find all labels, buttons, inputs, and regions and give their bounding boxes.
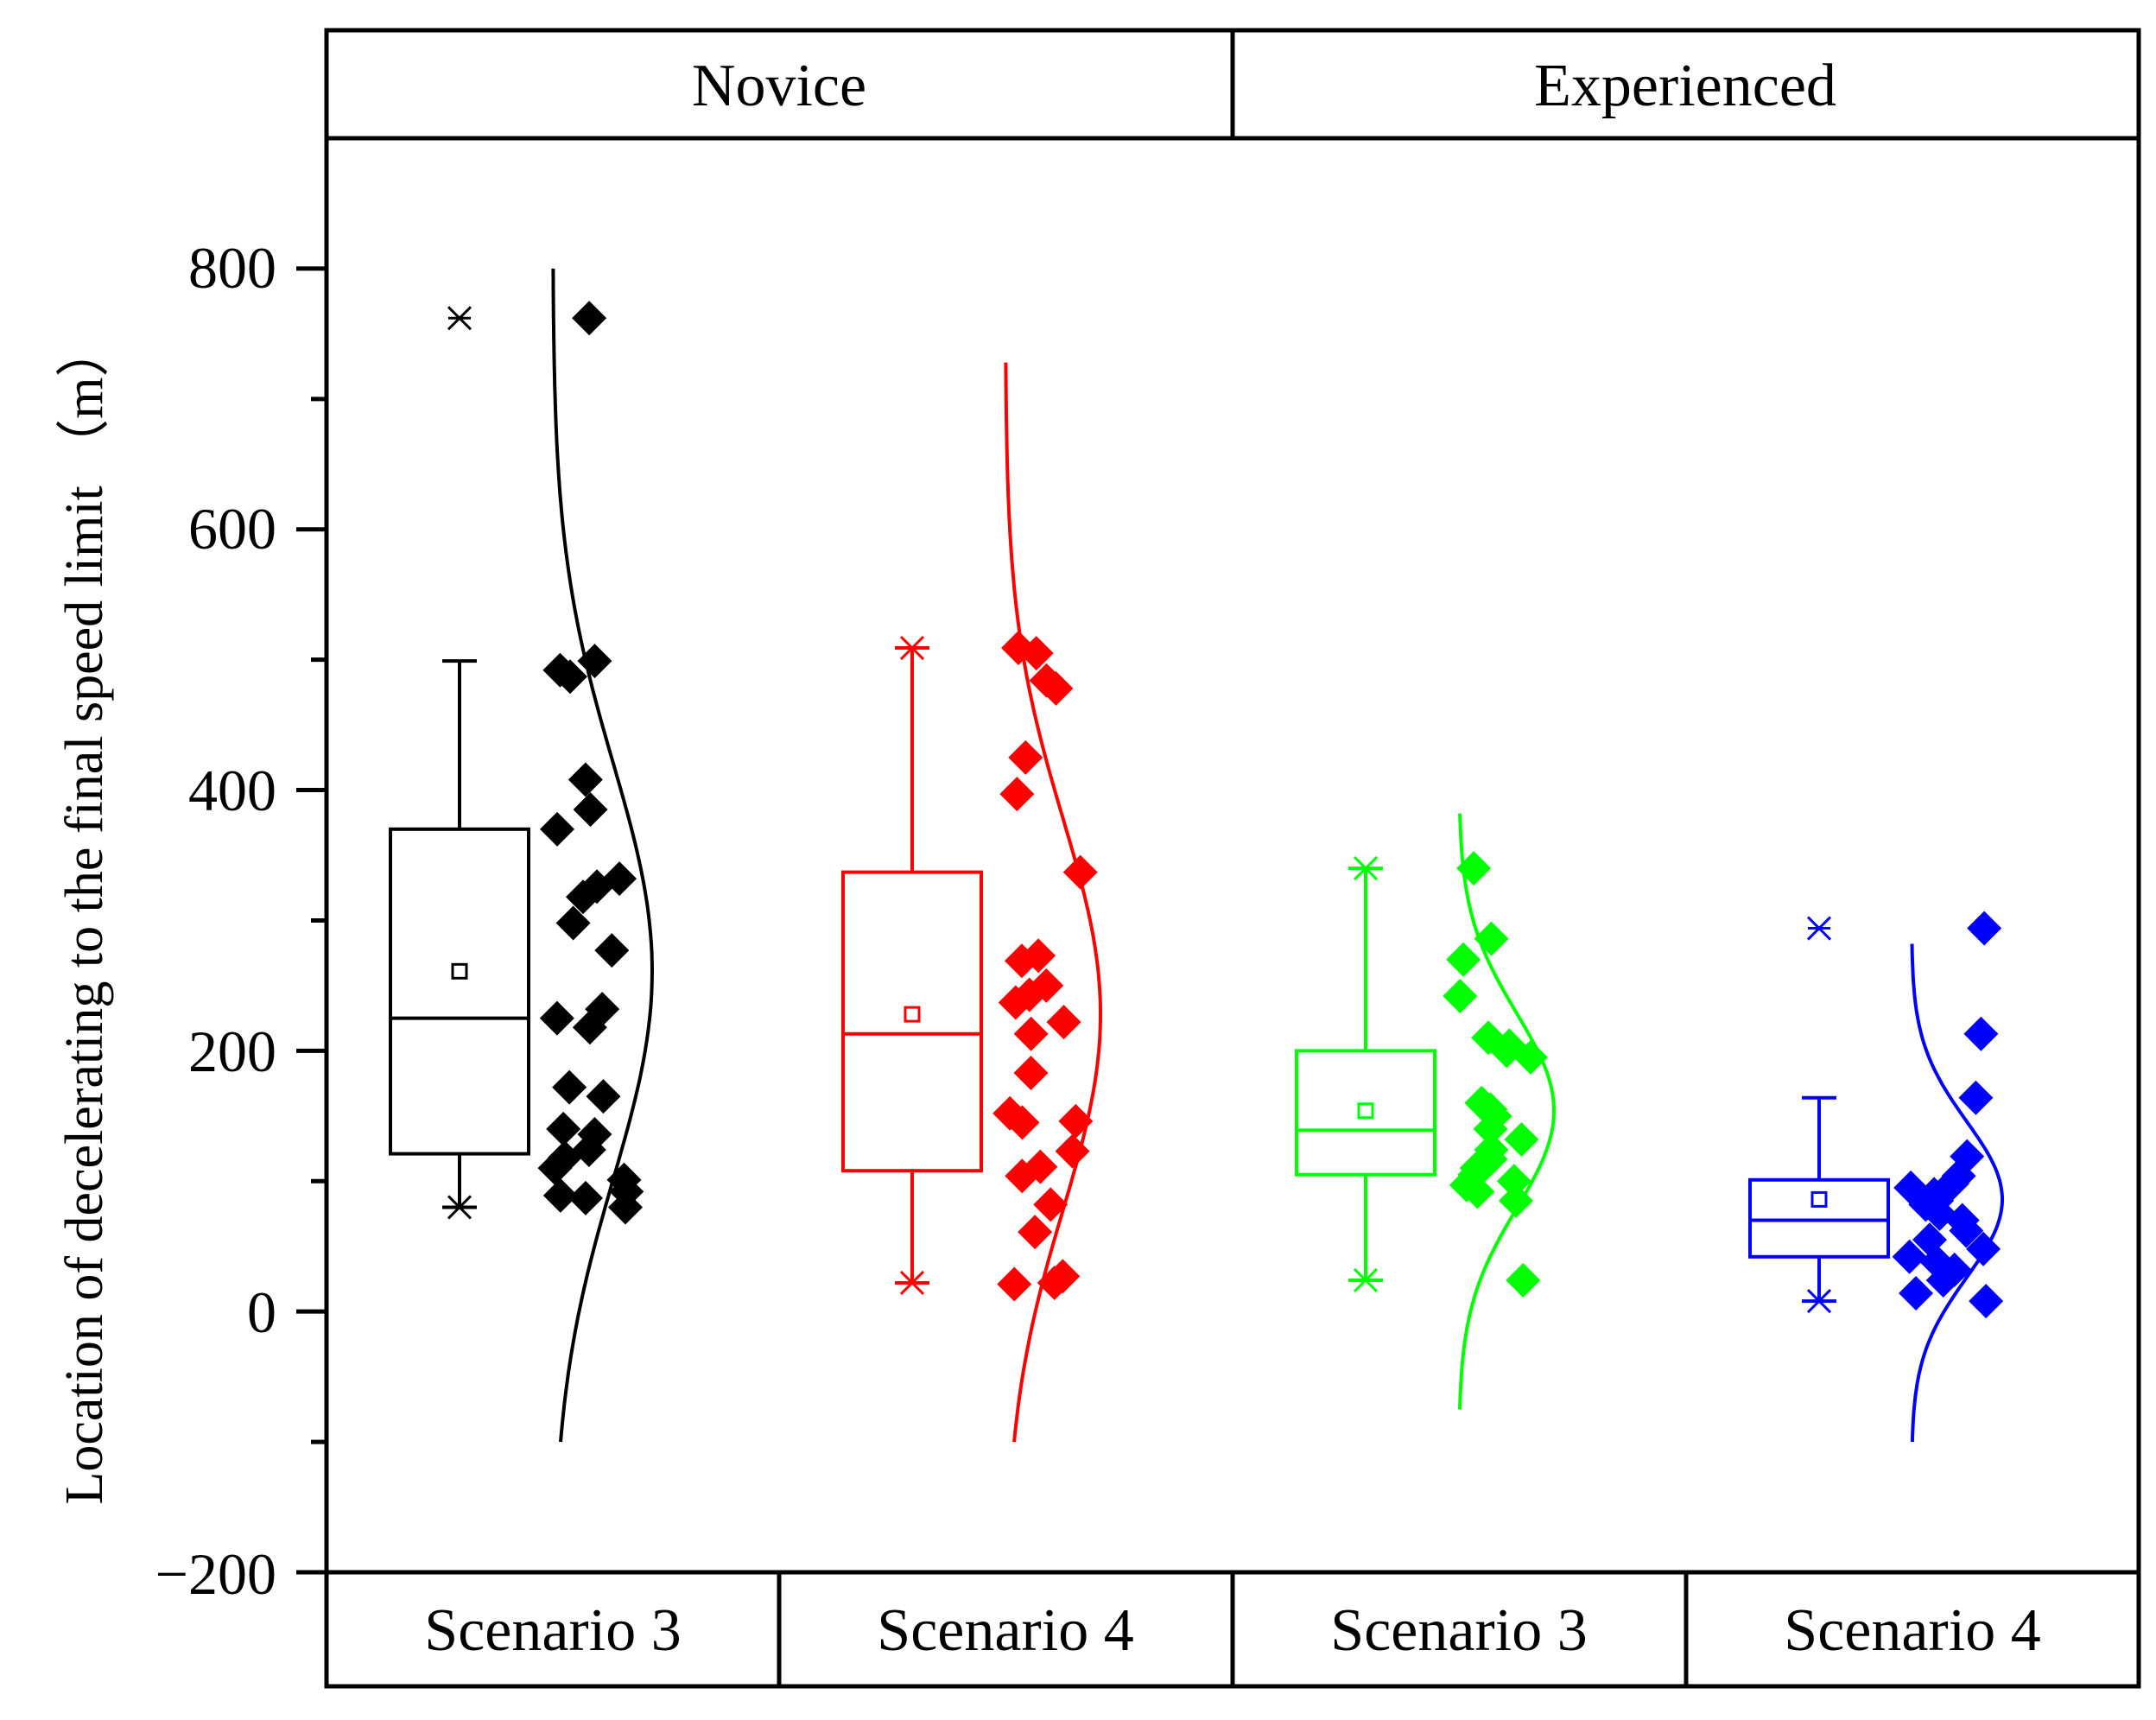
data-point xyxy=(1008,739,1043,775)
data-point xyxy=(586,1079,621,1114)
distribution-curve xyxy=(1458,813,1557,1410)
data-point xyxy=(555,905,591,941)
series-1 xyxy=(389,268,655,1443)
y-axis-title: Location of decelerating to the final sp… xyxy=(55,323,114,1504)
data-point xyxy=(1005,1158,1040,1194)
group-label-experienced: Experienced xyxy=(1534,53,1836,119)
category-label-novice-scenario-4: Scenario 4 xyxy=(877,1597,1133,1664)
data-point xyxy=(568,1180,603,1215)
mean-marker xyxy=(904,1006,921,1023)
data-point xyxy=(1033,1187,1068,1222)
y-axis-ticks xyxy=(296,266,327,1575)
data-point xyxy=(1963,1016,1999,1051)
data-point xyxy=(997,1266,1032,1302)
data-point xyxy=(1456,851,1492,886)
data-point xyxy=(1013,1056,1049,1091)
data-point xyxy=(1892,1239,1927,1274)
data-point xyxy=(1498,1183,1533,1218)
data-point xyxy=(552,659,587,695)
data-point xyxy=(1504,1121,1539,1157)
data-point xyxy=(1512,1039,1548,1075)
data-point xyxy=(1496,1164,1531,1199)
box xyxy=(1748,1177,1890,1259)
data-point xyxy=(552,1069,587,1105)
data-point xyxy=(1899,1276,1934,1311)
data-point xyxy=(565,879,600,915)
distribution-curve xyxy=(1910,943,2004,1443)
data-point xyxy=(1018,636,1054,671)
data-point xyxy=(999,777,1035,812)
mean-marker xyxy=(1357,1102,1374,1120)
max-marker xyxy=(447,306,472,331)
data-point xyxy=(1489,1033,1525,1069)
data-point xyxy=(1949,1213,1984,1248)
data-point xyxy=(602,861,637,897)
data-point xyxy=(1967,911,2002,946)
data-point xyxy=(577,644,612,679)
max-marker xyxy=(1806,916,1832,941)
data-point xyxy=(540,811,575,847)
min-marker xyxy=(1806,1289,1832,1314)
y-tick-label: 0 xyxy=(247,1279,276,1345)
distribution-curve xyxy=(1004,362,1102,1443)
data-point xyxy=(1038,670,1074,706)
data-point xyxy=(1046,1005,1081,1040)
data-point xyxy=(1474,921,1509,956)
category-label-experienced-scenario-3: Scenario 3 xyxy=(1330,1597,1587,1664)
data-point xyxy=(1446,942,1481,977)
max-marker xyxy=(1353,856,1379,881)
series-3 xyxy=(1295,813,1557,1410)
data-point xyxy=(572,301,607,336)
data-point xyxy=(594,933,630,968)
data-point xyxy=(1506,1262,1541,1298)
data-point xyxy=(608,1190,644,1225)
data-point xyxy=(1460,1174,1495,1209)
data-point xyxy=(1473,1111,1508,1146)
min-marker xyxy=(447,1195,472,1220)
data-point xyxy=(568,762,603,797)
data-point xyxy=(1037,1265,1072,1300)
data-point xyxy=(572,1010,607,1045)
data-point xyxy=(1443,978,1478,1013)
distribution-curve xyxy=(551,268,655,1443)
mean-marker xyxy=(1810,1190,1828,1208)
data-point xyxy=(1966,1231,2001,1266)
y-tick-label: 400 xyxy=(188,758,276,823)
data-point xyxy=(539,1000,574,1036)
data-point xyxy=(573,792,608,828)
y-tick-label: −200 xyxy=(155,1541,276,1607)
category-label-novice-scenario-3: Scenario 3 xyxy=(424,1597,681,1664)
group-label-novice: Novice xyxy=(692,53,866,119)
series-2 xyxy=(841,362,1102,1443)
mean-marker xyxy=(451,962,468,980)
data-point xyxy=(546,1111,581,1146)
plot-area xyxy=(389,268,2004,1443)
data-point xyxy=(1004,943,1039,979)
series-4 xyxy=(1748,911,2004,1443)
data-point xyxy=(1969,1284,2004,1319)
y-tick-label: 800 xyxy=(188,235,276,301)
box xyxy=(841,870,983,1173)
category-label-experienced-scenario-4: Scenario 4 xyxy=(1784,1597,2040,1664)
min-marker xyxy=(899,1270,925,1296)
data-point xyxy=(1013,1016,1049,1051)
y-tick-label: 200 xyxy=(188,1019,276,1084)
y-tick-label: 600 xyxy=(188,496,276,562)
data-point xyxy=(1058,1103,1094,1139)
data-point xyxy=(1925,1262,1961,1298)
data-point xyxy=(537,1151,573,1186)
max-marker xyxy=(899,635,925,661)
data-point xyxy=(1062,854,1098,890)
data-point xyxy=(1018,1215,1053,1250)
data-point xyxy=(1958,1080,1994,1115)
box xyxy=(1295,1049,1436,1177)
min-marker xyxy=(1353,1267,1379,1293)
data-point xyxy=(1055,1133,1090,1169)
data-point xyxy=(542,1177,578,1213)
box xyxy=(389,827,530,1156)
data-point xyxy=(1005,1105,1040,1140)
data-point xyxy=(998,985,1033,1020)
